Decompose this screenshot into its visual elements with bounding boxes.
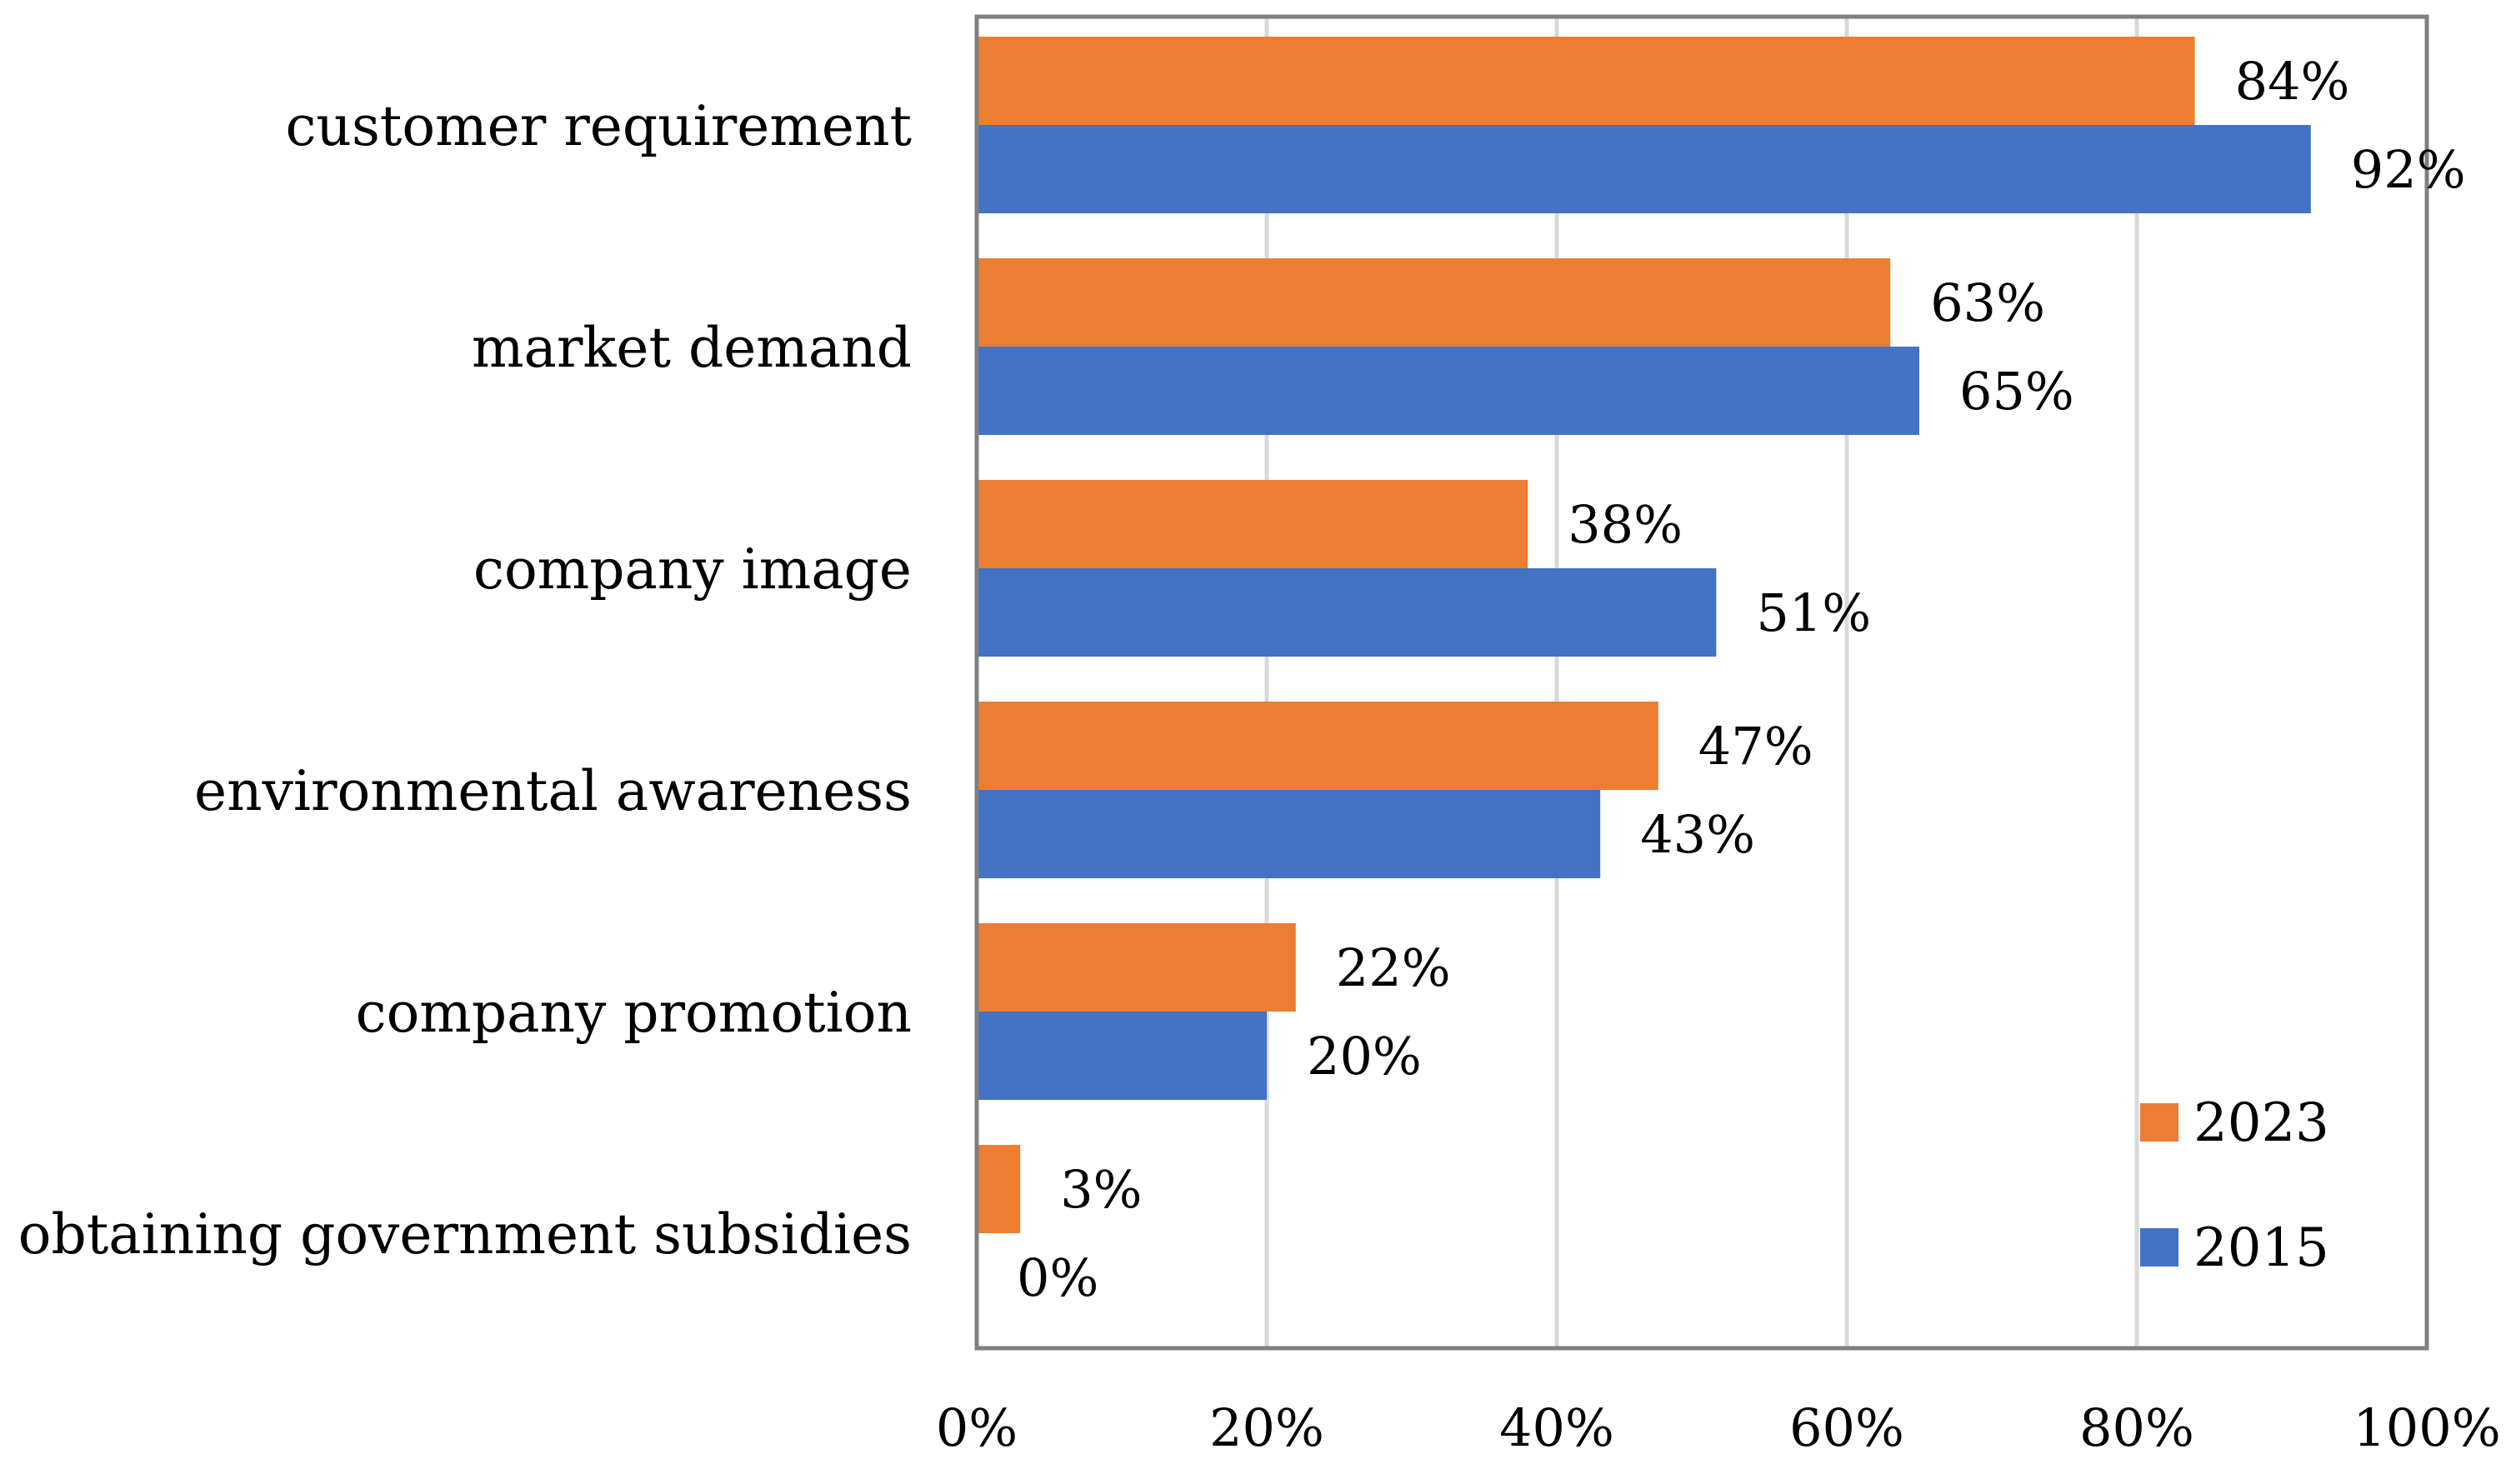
x-tick-label-20: 20% [1209, 1397, 1324, 1458]
data-label-company-image-2015: 51% [1756, 582, 1871, 643]
data-label-environmental-awareness-2023: 47% [1698, 716, 1813, 777]
bar-customer-requirement-2015 [977, 125, 2311, 213]
data-label-company-image-2023: 38% [1568, 494, 1683, 555]
x-tick-label-60: 60% [1789, 1397, 1904, 1458]
bar-environmental-awareness-2015 [977, 790, 1601, 878]
category-label-company-promotion: company promotion [356, 981, 912, 1045]
x-tick-label-40: 40% [1499, 1397, 1614, 1458]
bar-company-promotion-2023 [977, 923, 1296, 1012]
data-label-obtaining-government-subsidies-2015: 0% [1017, 1247, 1098, 1308]
data-label-obtaining-government-subsidies-2023: 3% [1060, 1159, 1142, 1220]
x-tick-label-80: 80% [2079, 1397, 2194, 1458]
data-label-market-demand-2023: 63% [1930, 272, 2045, 333]
bars [977, 37, 2311, 1233]
data-label-customer-requirement-2015: 92% [2351, 139, 2466, 200]
category-label-customer-requirement: customer requirement [285, 94, 912, 158]
bar-company-image-2023 [977, 480, 1528, 568]
x-tick-label-0: 0% [936, 1397, 1018, 1458]
legend-swatch-2015 [2140, 1228, 2178, 1267]
legend-label-2015: 2015 [2193, 1217, 2329, 1279]
plot-frame [974, 14, 2429, 1351]
bar-company-image-2015 [977, 568, 1717, 657]
legend-swatch-2023 [2140, 1103, 2178, 1142]
x-tick-labels: 0% 20% 40% 60% 80% 100% [936, 1397, 2501, 1458]
bar-market-demand-2015 [977, 347, 1919, 435]
plot-border [974, 14, 2429, 1351]
category-label-market-demand: market demand [472, 316, 912, 380]
gridlines [1264, 17, 2139, 1348]
bar-market-demand-2023 [977, 258, 1891, 347]
data-label-market-demand-2015: 65% [1959, 361, 2074, 422]
bar-environmental-awareness-2023 [977, 702, 1658, 790]
legend: 2023 2015 [2140, 1092, 2329, 1279]
data-label-customer-requirement-2023: 84% [2235, 51, 2350, 112]
x-tick-label-100: 100% [2353, 1397, 2500, 1458]
bar-obtaining-government-subsidies-2023 [977, 1145, 1021, 1233]
bar-company-promotion-2015 [977, 1012, 1267, 1100]
data-label-environmental-awareness-2015: 43% [1640, 804, 1755, 865]
category-labels: customer requirement market demand company… [18, 94, 912, 1267]
data-labels: 84%92% 63% 65% 38% 51% 47% 43% 22% 20% 3% 0% [1017, 51, 2466, 1308]
category-label-obtaining-government-subsidies: obtaining government subsidies [18, 1202, 912, 1267]
bar-customer-requirement-2023 [977, 37, 2195, 125]
legend-label-2023: 2023 [2193, 1092, 2329, 1154]
data-label-company-promotion-2023: 22% [1336, 937, 1451, 998]
data-label-company-promotion-2015: 20% [1307, 1026, 1422, 1087]
category-label-company-image: company image [473, 537, 912, 602]
category-label-environmental-awareness: environmental awareness [194, 759, 912, 823]
